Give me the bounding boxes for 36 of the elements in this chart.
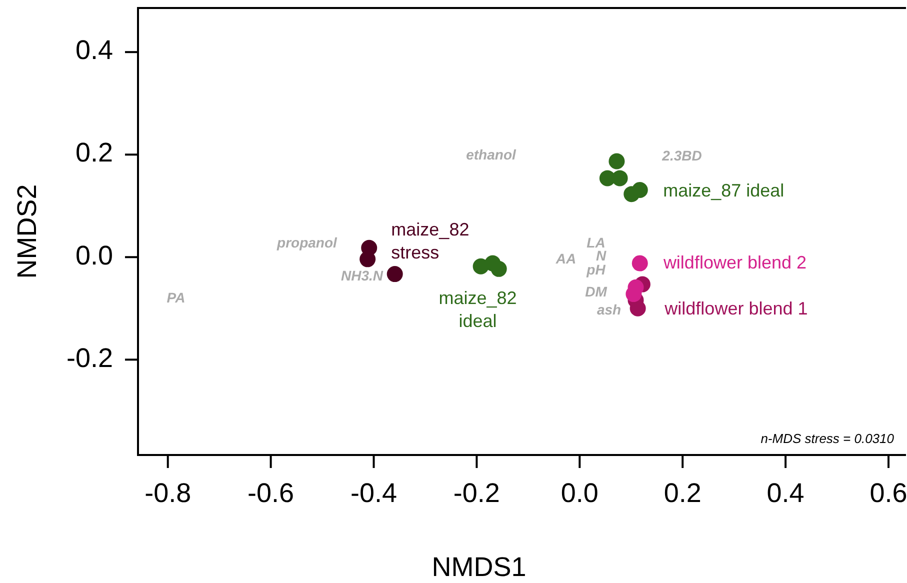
point <box>386 266 403 282</box>
series-label: maize_87 ideal <box>663 180 784 200</box>
y-tick-label: -0.2 <box>66 342 113 373</box>
x-tick-label: -0.2 <box>453 478 500 508</box>
point <box>608 153 625 170</box>
y-axis-title: NMDS2 <box>12 184 42 279</box>
series-label: maize_82 ideal <box>438 288 517 332</box>
annotation: pH <box>586 262 606 278</box>
annotation: DM <box>585 284 608 300</box>
y-tick-label: 0.4 <box>75 35 113 66</box>
point <box>632 182 648 198</box>
point <box>490 260 507 277</box>
x-tick-label: 0.0 <box>560 478 598 508</box>
point <box>612 170 628 186</box>
annotation: ash <box>596 302 622 318</box>
x-tick-label: 0.2 <box>664 478 702 508</box>
x-tick-label: -0.4 <box>350 478 398 508</box>
annotation: propanol <box>276 234 338 251</box>
series-label: wildflower blend 1 <box>664 298 808 319</box>
point <box>360 251 376 268</box>
y-tick-label: 0.2 <box>75 138 113 168</box>
series-label: maize_82 stress <box>391 219 470 262</box>
annotation: PA <box>166 290 186 306</box>
series-label: wildflower blend 2 <box>662 252 807 273</box>
annotation: n-MDS stress = 0.0310 <box>760 431 895 446</box>
point <box>632 255 648 272</box>
annotation: NH3.N <box>340 268 384 284</box>
x-tick-label: -0.6 <box>248 478 294 508</box>
x-axis-title: NMDS1 <box>432 552 526 582</box>
annotation: AA <box>554 250 576 267</box>
x-tick-label: -0.8 <box>144 478 192 508</box>
annotation: ethanol <box>466 146 517 163</box>
y-tick-label: 0.0 <box>75 240 113 270</box>
annotation: 2.3BD <box>661 148 702 164</box>
x-tick-label: 0.6 <box>870 478 907 508</box>
x-tick-label: 0.4 <box>766 478 804 508</box>
